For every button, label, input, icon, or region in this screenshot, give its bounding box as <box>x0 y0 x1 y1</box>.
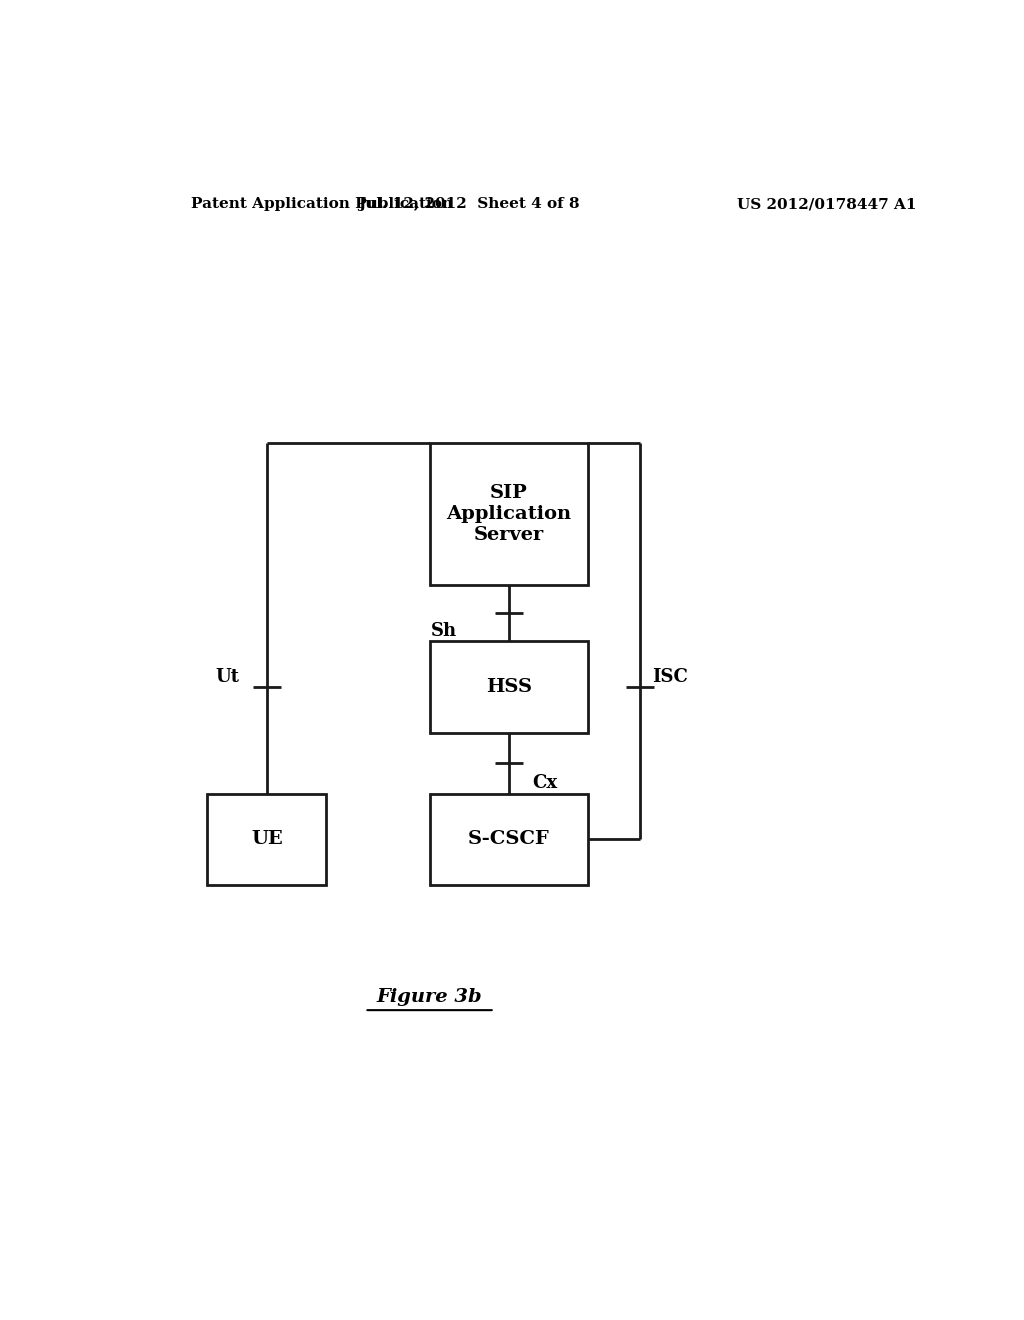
Text: Jul. 12, 2012  Sheet 4 of 8: Jul. 12, 2012 Sheet 4 of 8 <box>358 197 580 211</box>
Text: Sh: Sh <box>431 622 458 640</box>
Text: Cx: Cx <box>532 775 558 792</box>
Text: S-CSCF: S-CSCF <box>468 830 550 849</box>
FancyBboxPatch shape <box>207 793 327 886</box>
FancyBboxPatch shape <box>430 793 588 886</box>
Text: ISC: ISC <box>652 668 688 686</box>
FancyBboxPatch shape <box>430 642 588 733</box>
Text: SIP
Application
Server: SIP Application Server <box>446 484 571 544</box>
FancyBboxPatch shape <box>430 444 588 585</box>
Text: Figure 3b: Figure 3b <box>377 987 482 1006</box>
Text: Ut: Ut <box>215 668 240 686</box>
Text: US 2012/0178447 A1: US 2012/0178447 A1 <box>736 197 916 211</box>
Text: UE: UE <box>251 830 283 849</box>
Text: HSS: HSS <box>486 678 531 696</box>
Text: Patent Application Publication: Patent Application Publication <box>191 197 454 211</box>
